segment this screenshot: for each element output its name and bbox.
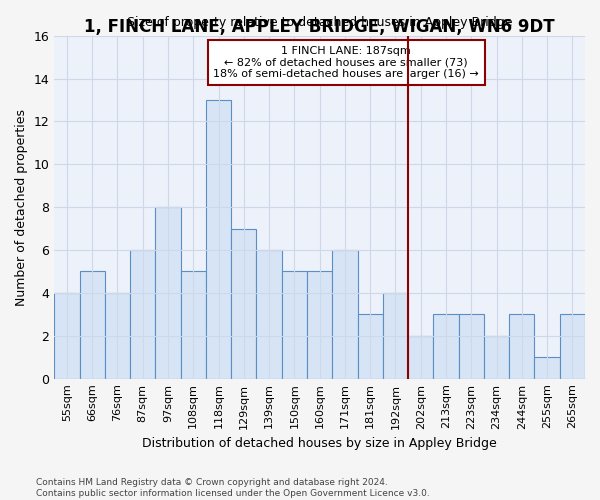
Bar — [408, 336, 433, 378]
Bar — [484, 336, 509, 378]
Bar — [358, 314, 383, 378]
Bar — [155, 207, 181, 378]
Bar — [54, 293, 80, 378]
Bar — [535, 357, 560, 378]
Bar — [560, 314, 585, 378]
Bar — [231, 228, 256, 378]
X-axis label: Distribution of detached houses by size in Appley Bridge: Distribution of detached houses by size … — [142, 437, 497, 450]
Bar — [282, 272, 307, 378]
Bar — [105, 293, 130, 378]
Bar — [181, 272, 206, 378]
Bar — [206, 100, 231, 378]
Bar — [307, 272, 332, 378]
Bar — [433, 314, 458, 378]
Bar — [80, 272, 105, 378]
Bar — [130, 250, 155, 378]
Y-axis label: Number of detached properties: Number of detached properties — [15, 108, 28, 306]
Title: 1, FINCH LANE, APPLEY BRIDGE, WIGAN, WN6 9DT: 1, FINCH LANE, APPLEY BRIDGE, WIGAN, WN6… — [85, 18, 555, 36]
Text: Contains HM Land Registry data © Crown copyright and database right 2024.
Contai: Contains HM Land Registry data © Crown c… — [36, 478, 430, 498]
Bar — [332, 250, 358, 378]
Bar — [509, 314, 535, 378]
Bar — [383, 293, 408, 378]
Text: 1 FINCH LANE: 187sqm
← 82% of detached houses are smaller (73)
18% of semi-detac: 1 FINCH LANE: 187sqm ← 82% of detached h… — [214, 46, 479, 79]
Bar — [458, 314, 484, 378]
Bar — [256, 250, 282, 378]
Text: Size of property relative to detached houses in Appley Bridge: Size of property relative to detached ho… — [127, 16, 512, 29]
